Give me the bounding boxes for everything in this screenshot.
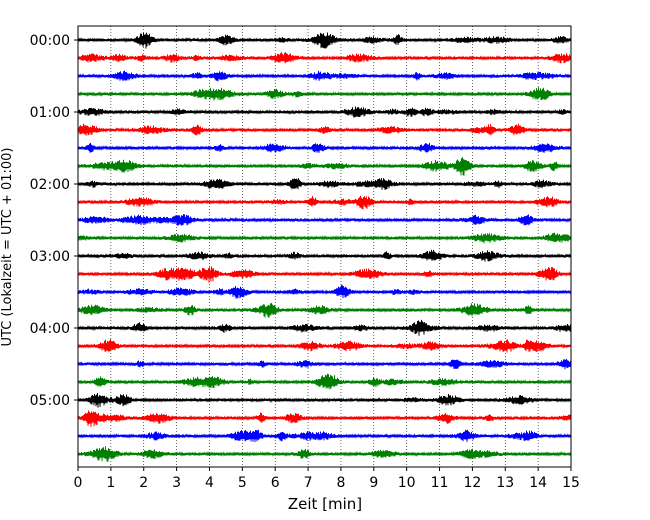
x-tick-label: 15 <box>562 475 580 491</box>
seismogram-trace <box>77 214 572 226</box>
x-tick-label: 0 <box>74 475 83 491</box>
seismogram-trace <box>77 358 572 370</box>
seismogram-trace <box>77 410 572 428</box>
seismogram-trace <box>77 249 572 262</box>
seismogram-trace <box>77 195 572 210</box>
x-tick-label: 12 <box>463 475 481 491</box>
x-tick-label: 4 <box>205 475 214 491</box>
seismogram-trace <box>77 429 572 443</box>
seismogram-trace <box>77 87 572 101</box>
x-axis-ticks: 0 1 2 3 4 5 6 7 8 9 10 11 12 13 14 15 <box>74 467 580 491</box>
seismogram-trace <box>77 52 572 64</box>
seismogram-trace <box>77 232 572 244</box>
x-tick-label: 11 <box>431 475 449 491</box>
x-tick-label: 14 <box>529 475 547 491</box>
x-tick-label: 7 <box>304 475 313 491</box>
y-axis-ticks: 00:00 01:00 02:00 03:00 04:00 05:00 <box>30 33 78 409</box>
x-tick-label: 5 <box>238 475 247 491</box>
seismogram-trace <box>77 106 572 118</box>
x-tick-label: 2 <box>139 475 148 491</box>
y-tick-label: 05:00 <box>30 393 70 409</box>
y-tick-label: 03:00 <box>30 249 70 265</box>
seismogram-trace <box>77 339 572 353</box>
seismogram-trace <box>77 319 572 336</box>
seismogram-trace <box>77 32 572 49</box>
x-tick-label: 10 <box>398 475 416 491</box>
seismogram-trace <box>77 266 572 283</box>
seismogram-trace <box>77 446 572 462</box>
x-tick-label: 8 <box>336 475 345 491</box>
seismogram-traces <box>77 32 572 462</box>
seismogram-trace <box>77 284 572 299</box>
x-tick-label: 9 <box>369 475 378 491</box>
y-tick-label: 04:00 <box>30 321 70 337</box>
y-tick-label: 02:00 <box>30 177 70 193</box>
seismogram-trace <box>77 157 572 176</box>
y-tick-label: 00:00 <box>30 33 70 49</box>
plot-area-frame <box>77 25 572 468</box>
seismogram-trace <box>77 302 572 318</box>
seismogram-trace <box>77 70 572 82</box>
seismogram-trace <box>77 178 572 190</box>
x-tick-label: 6 <box>271 475 280 491</box>
seismogram-trace <box>77 123 572 136</box>
seismogram-trace <box>77 392 572 408</box>
seismogram-trace <box>77 373 572 390</box>
y-axis-title: UTC (Lokalzeit = UTC + 01:00) <box>0 148 15 347</box>
x-tick-label: 3 <box>172 475 181 491</box>
x-tick-label: 13 <box>496 475 514 491</box>
seismogram-trace <box>77 142 572 154</box>
x-axis-title: Zeit [min] <box>288 495 362 513</box>
x-tick-label: 1 <box>106 475 115 491</box>
y-tick-label: 01:00 <box>30 105 70 121</box>
